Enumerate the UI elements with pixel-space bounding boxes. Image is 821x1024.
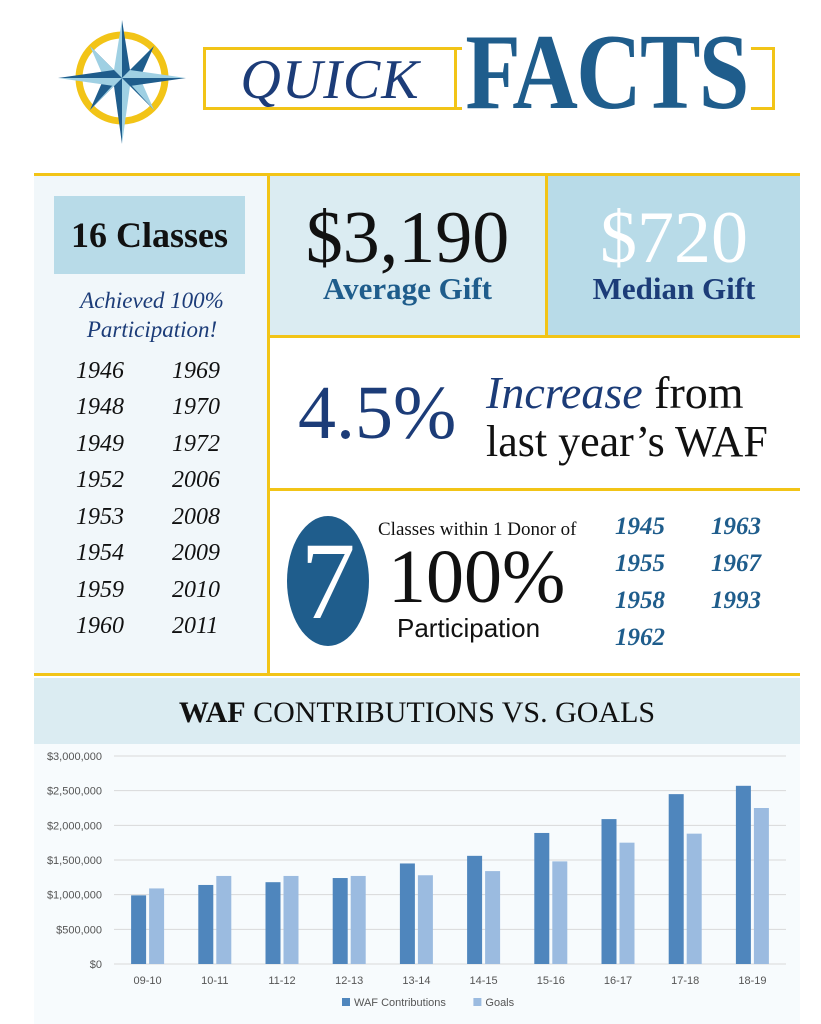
x-tick-label: 18-19 — [738, 975, 766, 987]
class-year: 1959 — [76, 577, 124, 603]
class-year: 2006 — [172, 467, 220, 493]
x-tick-label: 09-10 — [134, 975, 162, 987]
contribution-bar — [467, 855, 483, 964]
goal-bar — [283, 875, 299, 964]
y-tick-label: $1,500,000 — [47, 855, 102, 867]
y-tick-label: $1,000,000 — [47, 890, 102, 902]
goal-bar — [485, 871, 501, 964]
x-tick-label: 16-17 — [604, 975, 632, 987]
contribution-bar — [399, 863, 415, 964]
class-year: 1946 — [76, 358, 124, 384]
class-year: 2009 — [172, 540, 220, 566]
achieved-caption: Achieved 100% Participation! — [80, 288, 224, 342]
contribution-bar — [198, 884, 214, 964]
y-tick-label: $500,000 — [56, 924, 102, 936]
goal-bar — [552, 861, 568, 964]
median-gift-label: Median Gift — [592, 271, 756, 306]
near-percent: 100% — [388, 535, 566, 619]
contributions-chart: WAF CONTRIBUTIONS VS. GOALS $0 $500,000 $1… — [34, 678, 800, 1024]
near-count-badge: 7 — [287, 516, 369, 646]
full-participation-panel: 16 Classes Achieved 100% Participation! … — [34, 176, 270, 673]
class-year: 2011 — [172, 613, 219, 639]
class-year: 1952 — [76, 467, 124, 493]
legend-swatch-goals — [473, 998, 482, 1006]
contribution-bar — [601, 819, 617, 964]
contribution-bar — [332, 878, 348, 964]
chart-title: WAF CONTRIBUTIONS VS. GOALS — [34, 678, 800, 744]
near-class-year: 1962 — [615, 624, 665, 651]
quick-title: QUICK — [240, 49, 420, 111]
x-tick-label: 11-12 — [268, 975, 295, 987]
y-tick-label: $2,500,000 — [47, 786, 102, 798]
class-year: 2008 — [172, 504, 220, 530]
median-gift-panel: $720 Median Gift — [548, 176, 800, 338]
legend-label-goals: Goals — [485, 997, 514, 1009]
near-caption: Classes within 1 Donor of — [378, 519, 577, 540]
near-class-year: 1963 — [711, 513, 761, 540]
facts-grid: 16 Classes Achieved 100% Participation! … — [34, 173, 800, 676]
legend-label-contributions: WAF Contributions — [354, 997, 446, 1009]
near-class-year: 1993 — [711, 587, 761, 614]
goal-bar — [417, 875, 433, 964]
y-tick-label: $0 — [90, 959, 102, 971]
class-year: 1953 — [76, 504, 124, 530]
facts-title: FACTS — [462, 18, 751, 128]
class-year: 1970 — [172, 394, 220, 420]
x-tick-label: 14-15 — [470, 975, 498, 987]
class-year: 1972 — [172, 431, 220, 457]
goal-bar — [619, 842, 635, 964]
goal-bar — [149, 888, 165, 964]
x-tick-label: 13-14 — [402, 975, 430, 987]
x-tick-label: 10-11 — [201, 975, 228, 987]
average-gift-panel: $3,190 Average Gift — [270, 176, 548, 338]
goal-bar — [686, 833, 702, 964]
near-class-year: 1967 — [711, 550, 761, 577]
increase-line-1: Increase from — [486, 368, 744, 418]
near-class-year: 1945 — [615, 513, 665, 540]
goal-bar — [350, 875, 366, 964]
quick-frame: QUICK — [203, 47, 457, 110]
average-gift-label: Average Gift — [323, 271, 492, 306]
goal-bar — [216, 875, 232, 964]
median-gift-value: $720 — [600, 197, 748, 279]
chart-title-bold: WAF — [178, 696, 246, 729]
contribution-bar — [534, 832, 550, 964]
bar-chart: $0 $500,000 $1,000,000 $1,500,000 $2,000,000… — [34, 744, 800, 1024]
chart-title-rest: CONTRIBUTIONS VS. GOALS — [245, 696, 656, 729]
x-tick-label: 12-13 — [335, 975, 363, 987]
increase-from: from — [642, 367, 744, 418]
y-tick-label: $2,000,000 — [47, 820, 102, 832]
contribution-bar — [265, 882, 281, 964]
y-tick-label: $3,000,000 — [47, 751, 102, 763]
class-year: 1954 — [76, 540, 124, 566]
x-tick-label: 17-18 — [671, 975, 699, 987]
near-participation-label: Participation — [397, 613, 541, 643]
near-class-year: 1958 — [615, 587, 665, 614]
contribution-bar — [735, 785, 751, 964]
legend-swatch-contributions — [342, 998, 350, 1006]
contribution-bar — [668, 794, 684, 964]
increase-word: Increase — [486, 367, 643, 418]
class-year: 1960 — [76, 613, 124, 639]
class-year: 1949 — [76, 431, 124, 457]
x-tick-label: 15-16 — [537, 975, 565, 987]
increase-percent: 4.5% — [298, 371, 457, 455]
increase-panel: 4.5% Increase from last year’s WAF — [270, 338, 800, 491]
contribution-bar — [131, 895, 147, 964]
classes-count-badge: 16 Classes — [54, 196, 245, 274]
goal-bar — [753, 808, 769, 964]
near-participation-panel: 7 Classes within 1 Donor of 100% Partici… — [270, 491, 800, 673]
increase-line-2: last year’s WAF — [486, 417, 768, 466]
average-gift-value: $3,190 — [305, 197, 510, 279]
class-year: 1948 — [76, 394, 124, 420]
near-class-year: 1955 — [615, 550, 665, 577]
compass-star-icon — [58, 20, 186, 144]
class-year: 1969 — [172, 358, 220, 384]
class-year: 2010 — [172, 577, 220, 603]
header: QUICK FACTS — [0, 0, 821, 165]
